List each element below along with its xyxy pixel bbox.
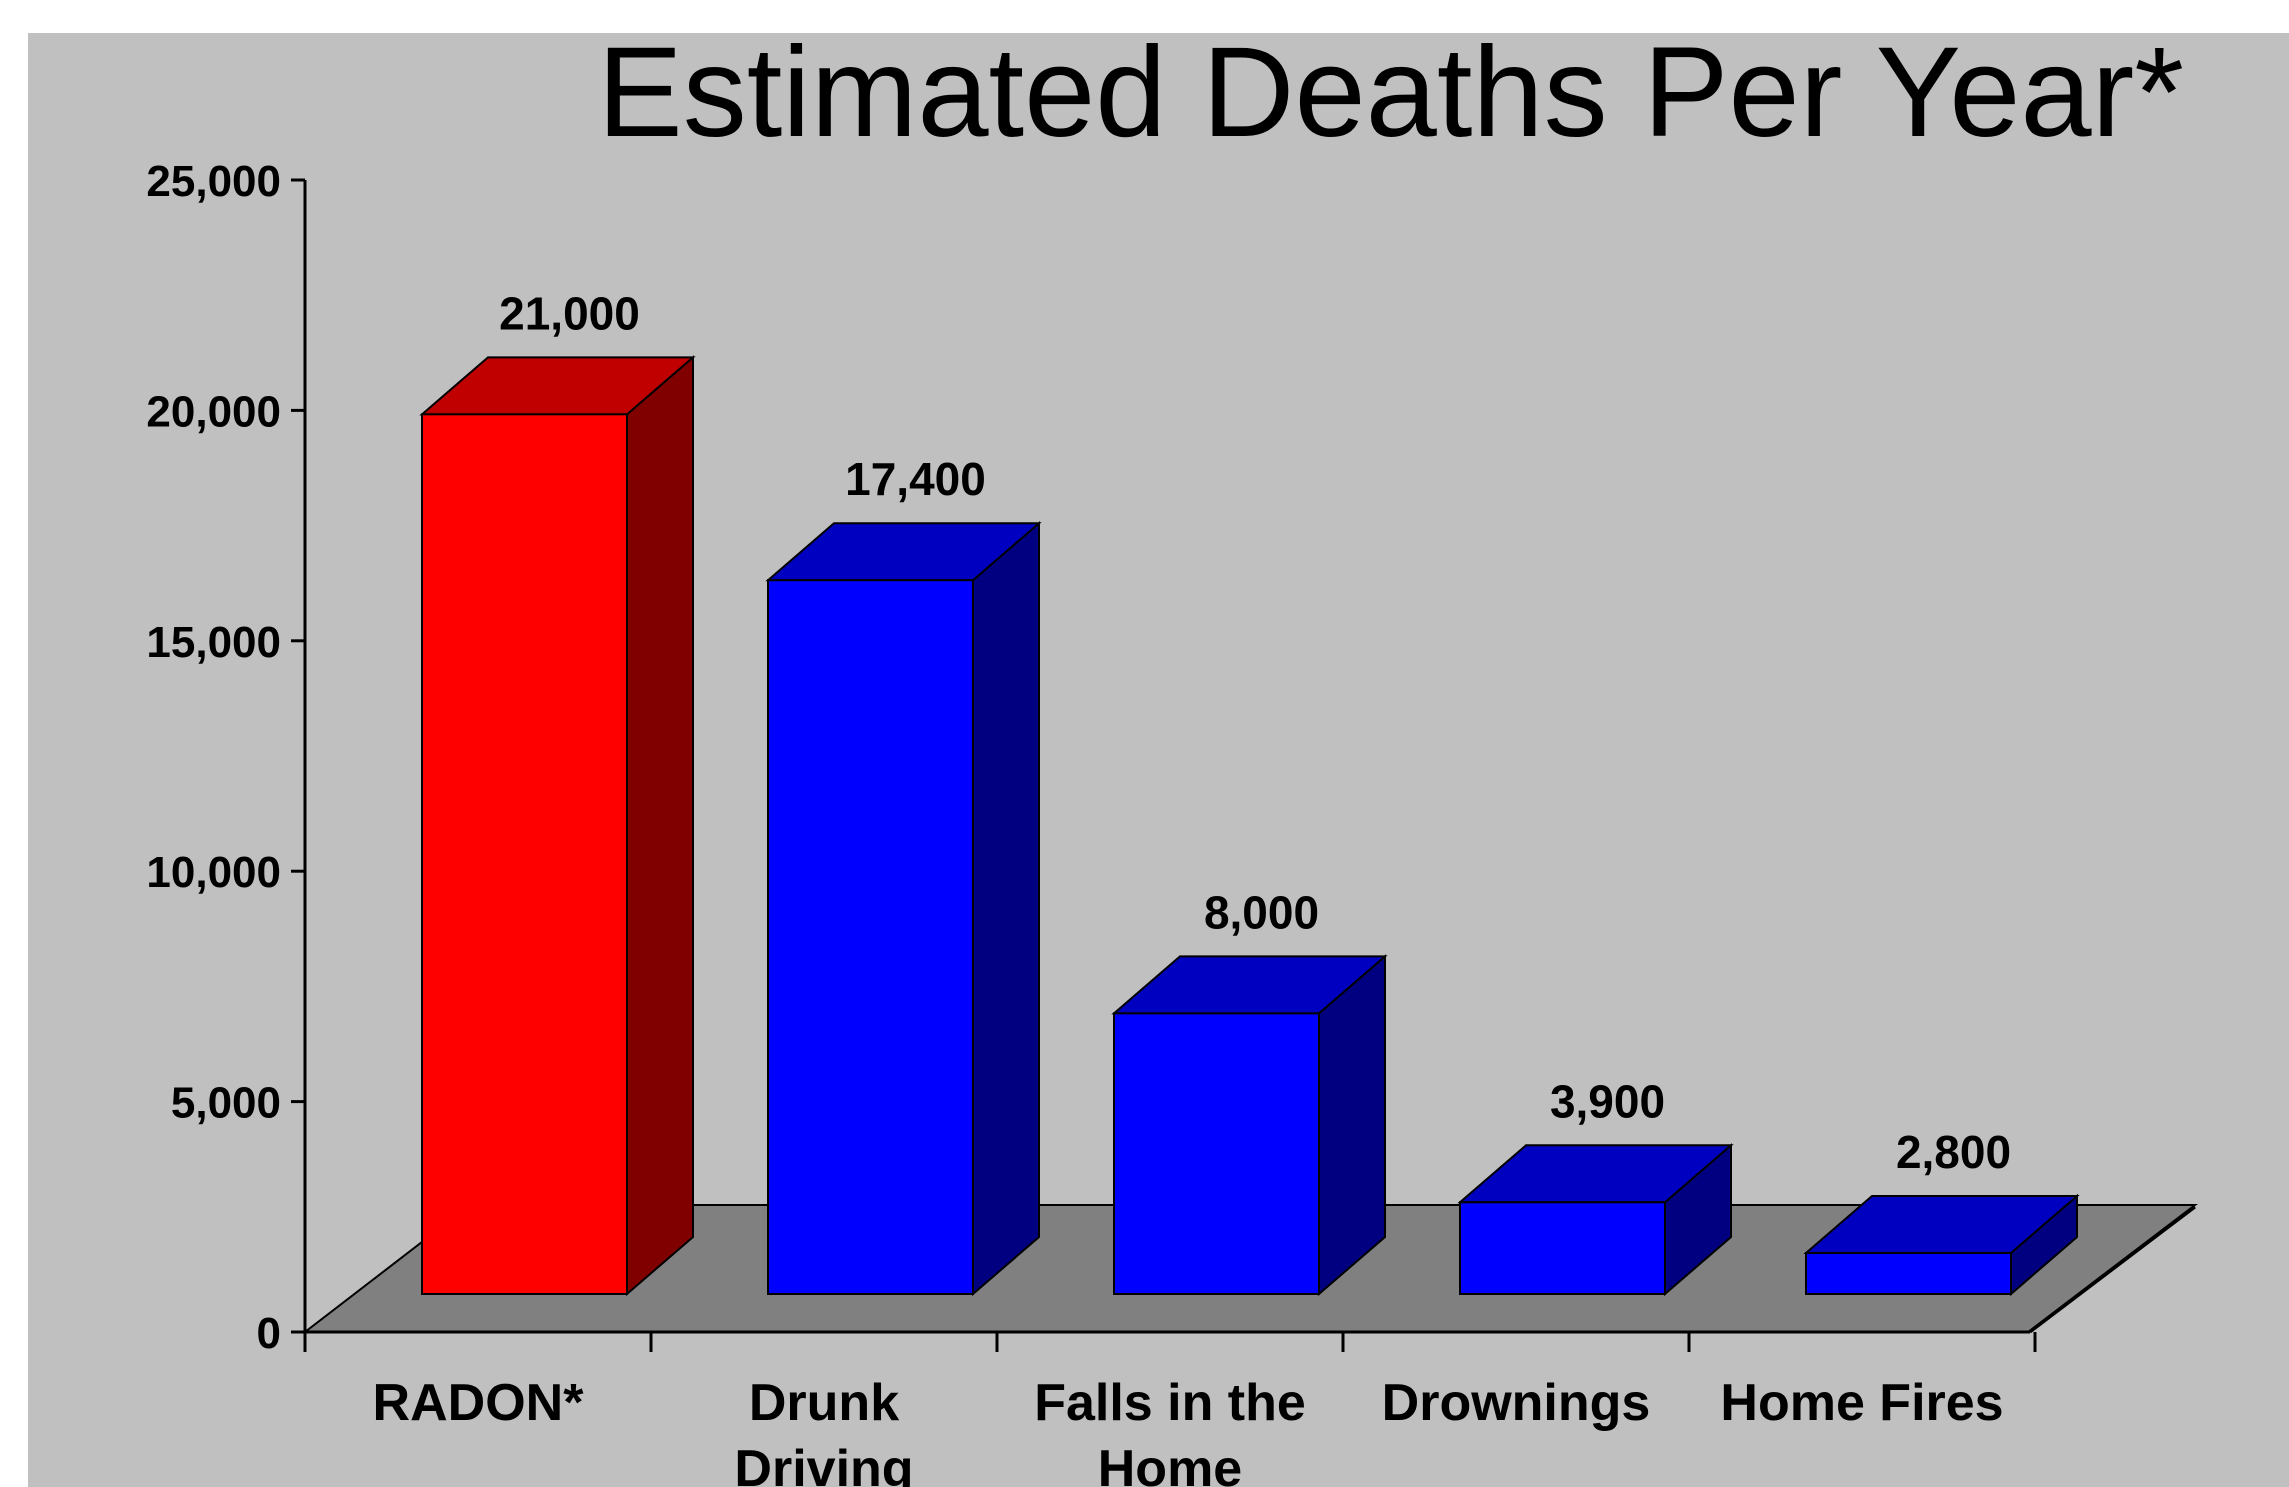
bar-side-face — [972, 521, 1040, 1297]
category-label: Home Fires — [1720, 1374, 2003, 1432]
category-label-line: Home — [1098, 1440, 1242, 1487]
axes: 0 5,000 10,000 15,000 20,000 25,000 RADON* Drun… — [146, 157, 2196, 1487]
y-tick-label: 25,000 — [146, 157, 281, 206]
x-axis-depth-line — [2029, 1205, 2196, 1334]
value-label: 17,400 — [845, 453, 986, 505]
category-label-line: Falls in the — [1034, 1374, 1306, 1432]
category-label-line: Home Fires — [1720, 1374, 2003, 1432]
y-tick-label: 15,000 — [146, 618, 281, 667]
category-label-line: Drunk — [749, 1374, 899, 1432]
bar-side-face — [1318, 954, 1386, 1297]
bar-2 — [765, 521, 1042, 1297]
y-tick-label: 0 — [257, 1309, 281, 1358]
bars: 21,000 17,400 8,000 3,900 2,800 — [419, 287, 2080, 1297]
category-label-line: RADON* — [373, 1374, 585, 1432]
value-label: 8,000 — [1204, 886, 1319, 938]
category-label-line: Drownings — [1382, 1374, 1651, 1432]
y-tick-label: 10,000 — [146, 848, 281, 897]
category-label: Drunk Driving — [734, 1374, 913, 1487]
value-label: 2,800 — [1896, 1126, 2011, 1178]
chart-title: Estimated Deaths Per Year* — [597, 21, 2184, 164]
bar-4 — [1457, 1143, 1734, 1297]
bar-front-face — [1113, 1012, 1320, 1295]
bar-front-face — [421, 413, 628, 1295]
category-label: Drownings — [1382, 1374, 1651, 1432]
bar-side-face — [626, 355, 694, 1297]
bar-5 — [1803, 1193, 2080, 1297]
bar-front-face — [767, 579, 974, 1295]
bar-front-face — [1459, 1201, 1666, 1295]
value-label: 21,000 — [499, 287, 640, 339]
value-label: 3,900 — [1550, 1075, 1665, 1127]
y-tick-label: 20,000 — [146, 387, 281, 436]
category-label: RADON* — [373, 1374, 585, 1432]
y-tick-label: 5,000 — [171, 1079, 281, 1128]
category-label-line: Driving — [734, 1440, 913, 1487]
bar-front-face — [1805, 1251, 2012, 1295]
category-label: Falls in the Home — [1034, 1374, 1306, 1487]
bar-3 — [1111, 954, 1388, 1297]
bar-1 — [419, 355, 696, 1297]
